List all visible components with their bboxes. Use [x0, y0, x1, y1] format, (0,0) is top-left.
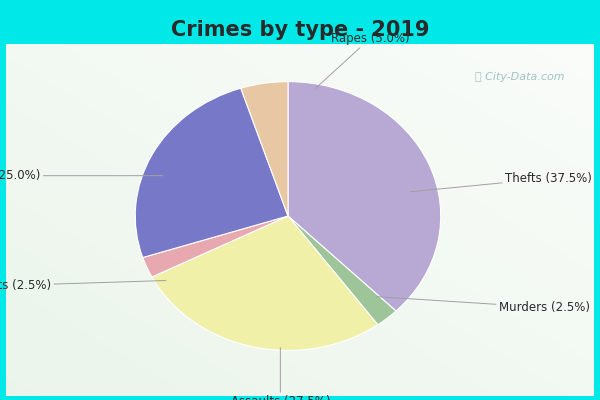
- Wedge shape: [288, 216, 396, 325]
- Text: Crimes by type - 2019: Crimes by type - 2019: [171, 20, 429, 40]
- Text: Auto thefts (2.5%): Auto thefts (2.5%): [0, 279, 166, 292]
- Text: Assaults (27.5%): Assaults (27.5%): [230, 348, 330, 400]
- Wedge shape: [288, 82, 441, 311]
- Wedge shape: [135, 88, 288, 258]
- Text: Rapes (5.0%): Rapes (5.0%): [316, 32, 409, 88]
- FancyBboxPatch shape: [6, 44, 594, 396]
- Wedge shape: [143, 216, 288, 277]
- Text: Thefts (37.5%): Thefts (37.5%): [410, 172, 592, 192]
- Text: ⓘ City-Data.com: ⓘ City-Data.com: [475, 72, 565, 82]
- Wedge shape: [241, 82, 288, 216]
- Wedge shape: [152, 216, 378, 350]
- Text: Burglaries (25.0%): Burglaries (25.0%): [0, 169, 163, 182]
- Text: Murders (2.5%): Murders (2.5%): [377, 297, 590, 314]
